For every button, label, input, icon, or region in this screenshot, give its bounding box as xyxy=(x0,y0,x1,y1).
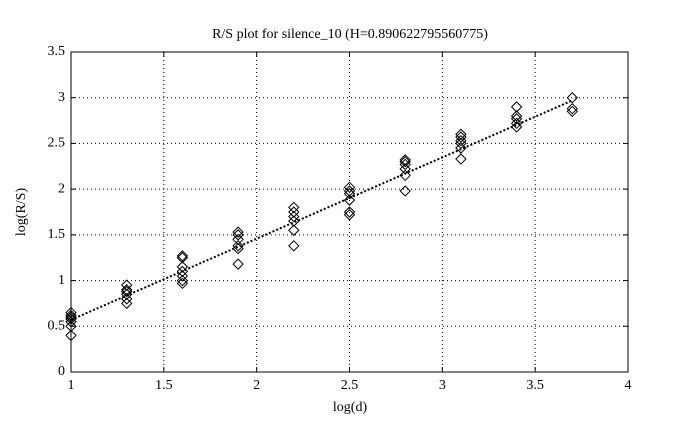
diamond-marker xyxy=(288,240,300,252)
diamond-marker xyxy=(288,215,300,227)
diamond-marker xyxy=(399,185,411,197)
diamond-marker xyxy=(65,313,77,325)
diamond-marker xyxy=(176,274,189,287)
diamond-marker xyxy=(455,153,467,165)
diamond-marker xyxy=(455,128,467,140)
diamond-marker xyxy=(232,242,244,255)
x-tick-label: 3 xyxy=(439,378,446,393)
diamond-marker xyxy=(510,110,523,122)
y-axis-label: log(R/S) xyxy=(14,188,29,237)
diamond-marker xyxy=(65,309,77,322)
diamond-marker xyxy=(455,134,467,147)
diamond-marker xyxy=(399,154,411,166)
diamond-marker xyxy=(288,201,300,214)
y-tick-label: 3.5 xyxy=(48,44,66,59)
diamond-marker xyxy=(288,224,300,236)
diamond-marker xyxy=(288,206,300,218)
diamond-marker xyxy=(510,101,523,113)
diamond-marker xyxy=(399,156,411,168)
diamond-marker xyxy=(232,240,244,252)
diamond-marker xyxy=(566,92,579,104)
diamond-marker xyxy=(343,181,356,194)
diamond-marker xyxy=(120,297,133,310)
diamond-marker xyxy=(343,206,356,218)
diamond-marker xyxy=(343,209,356,221)
y-tick-label: 1.5 xyxy=(48,227,66,242)
diamond-marker xyxy=(399,158,411,171)
diamond-marker xyxy=(176,250,189,262)
x-tick-label: 1 xyxy=(68,378,75,393)
diamond-marker xyxy=(65,306,77,319)
plot-frame xyxy=(70,51,629,373)
diamond-marker xyxy=(399,169,411,182)
x-tick-label: 2 xyxy=(253,378,260,393)
chart-title: R/S plot for silence_10 (H=0.89062279556… xyxy=(212,27,488,42)
diamond-marker xyxy=(566,105,579,118)
diamond-marker xyxy=(288,210,300,223)
diamond-marker xyxy=(232,226,244,238)
diamond-marker xyxy=(120,288,133,300)
diamond-marker xyxy=(343,185,356,197)
diamond-marker xyxy=(343,188,356,200)
fit-line xyxy=(70,99,573,321)
diamond-marker xyxy=(232,258,244,270)
diamond-marker xyxy=(510,113,523,125)
diamond-marker xyxy=(510,117,523,130)
y-tick-label: 2.5 xyxy=(48,136,66,151)
diamond-marker xyxy=(65,316,77,328)
diamond-marker xyxy=(455,131,467,143)
y-tick-label: 3 xyxy=(58,90,65,105)
y-tick-label: 0.5 xyxy=(48,319,66,334)
y-tick-label: 1 xyxy=(58,273,65,288)
x-tick-label: 2.5 xyxy=(341,378,359,393)
diamond-marker xyxy=(120,279,133,291)
diamond-marker xyxy=(176,270,189,282)
y-tick-label: 0 xyxy=(58,364,65,379)
diamond-marker xyxy=(176,252,189,264)
diamond-marker xyxy=(455,142,467,154)
diamond-marker xyxy=(65,311,77,323)
diamond-marker xyxy=(65,320,77,332)
x-tick-label: 3.5 xyxy=(526,378,544,393)
x-axis-label: log(d) xyxy=(333,400,368,415)
x-tick-label: 4 xyxy=(625,378,632,393)
diamond-marker xyxy=(232,233,244,246)
diamond-marker xyxy=(176,277,189,290)
diamond-marker xyxy=(566,102,579,115)
diamond-marker xyxy=(232,229,244,241)
x-tick-label: 1.5 xyxy=(155,378,173,393)
diamond-marker xyxy=(65,329,77,342)
diamond-marker xyxy=(510,121,523,133)
y-tick-label: 2 xyxy=(58,181,65,196)
